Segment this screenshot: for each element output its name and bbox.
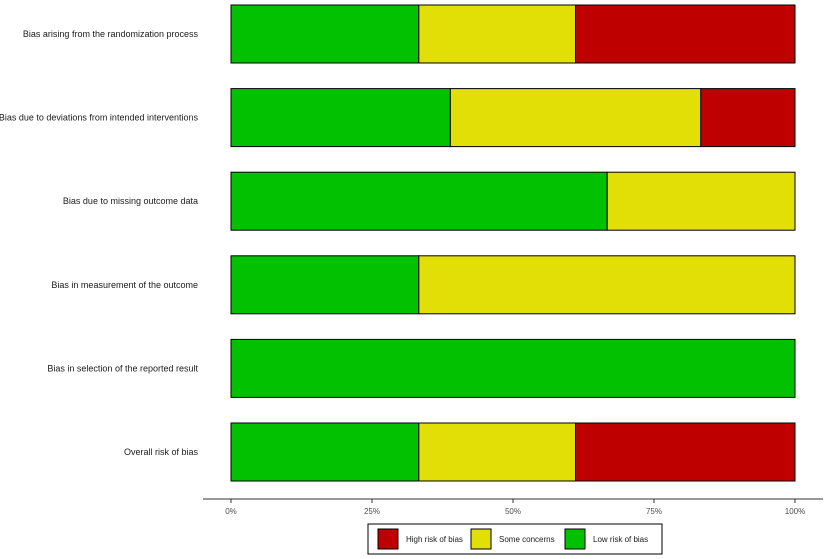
bar-some-concerns-6	[418, 422, 577, 482]
bar-low-risk-of-bias-6	[230, 422, 420, 482]
x-tick-label: 50%	[505, 507, 521, 516]
x-tick-label: 25%	[364, 507, 380, 516]
bar-some-concerns-1	[418, 4, 577, 64]
legend-swatch-low-risk-of-bias	[564, 528, 586, 550]
legend-label-low-risk-of-bias: Low risk of bias	[593, 535, 648, 544]
bar-some-concerns-2	[449, 88, 702, 148]
legend: High risk of bias Some concerns Low risk o…	[367, 523, 663, 555]
legend-box	[367, 523, 663, 555]
bar-some-concerns-3	[606, 171, 796, 231]
bar-low-risk-of-bias-4	[230, 255, 420, 315]
bar-low-risk-of-bias-2	[230, 88, 451, 148]
x-tick-label: 75%	[646, 507, 662, 516]
category-label: Overall risk of bias	[124, 447, 199, 457]
category-label: Bias due to deviations from intended int…	[0, 113, 198, 123]
bar-low-risk-of-bias-5	[230, 338, 796, 398]
legend-swatch-some-concerns	[470, 528, 492, 550]
category-labels: Bias arising from the randomization proc…	[0, 29, 199, 457]
bar-high-risk-of-bias-1	[575, 4, 796, 64]
bar-low-risk-of-bias-1	[230, 4, 420, 64]
bar-low-risk-of-bias-3	[230, 171, 608, 231]
bar-high-risk-of-bias-6	[575, 422, 796, 482]
bar-some-concerns-4	[418, 255, 796, 315]
legend-swatch-high-risk-of-bias	[377, 528, 399, 550]
bar-area	[230, 4, 796, 482]
category-label: Bias due to missing outcome data	[63, 196, 198, 206]
bar-high-risk-of-bias-2	[700, 88, 796, 148]
legend-label-some-concerns: Some concerns	[499, 535, 555, 544]
x-tick-label: 100%	[785, 507, 805, 516]
x-tick-label: 0%	[225, 507, 237, 516]
category-label: Bias arising from the randomization proc…	[23, 29, 199, 39]
x-axis: 0% 25% 50% 75% 100%	[203, 498, 823, 516]
category-label: Bias in selection of the reported result	[47, 363, 198, 373]
legend-label-high-risk-of-bias: High risk of bias	[406, 535, 463, 544]
category-label: Bias in measurement of the outcome	[51, 280, 198, 290]
